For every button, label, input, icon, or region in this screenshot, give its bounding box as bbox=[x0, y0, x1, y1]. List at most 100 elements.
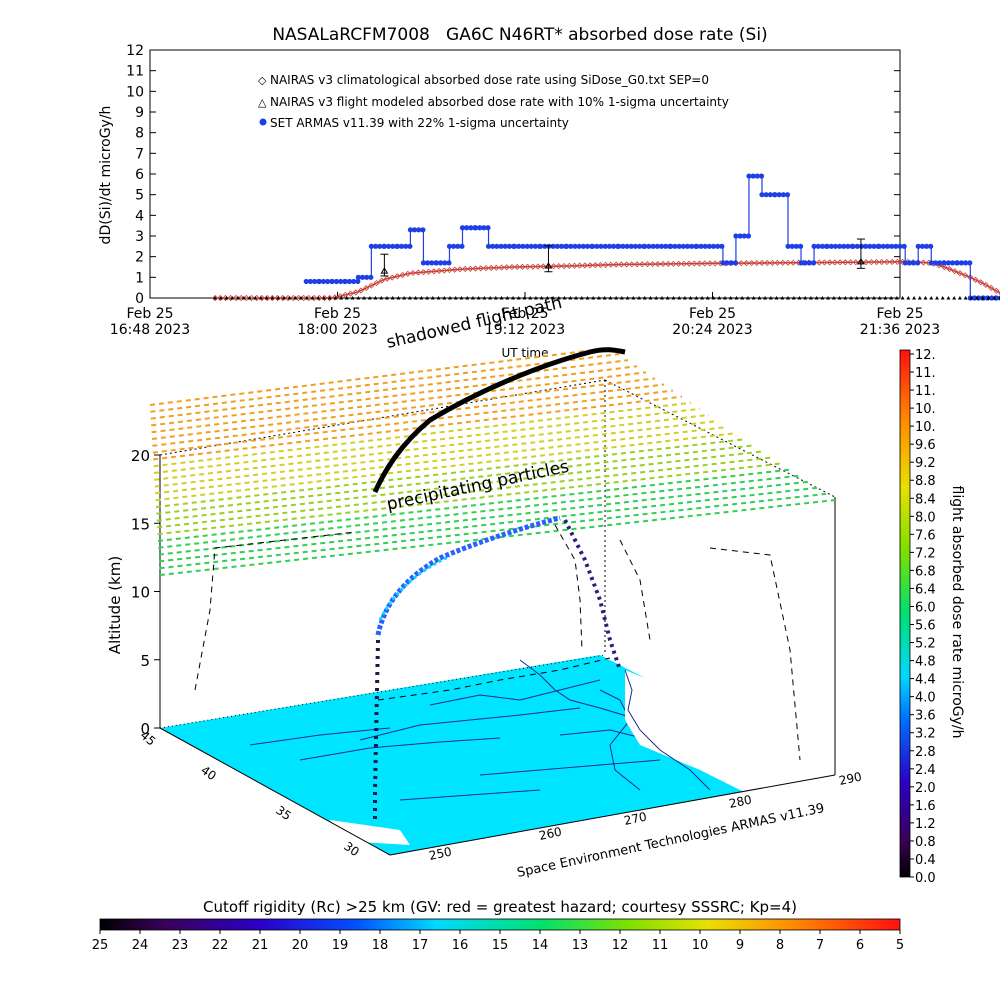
baseline-point bbox=[975, 296, 980, 300]
baseline-point bbox=[339, 296, 344, 300]
nairas-point bbox=[347, 290, 354, 297]
armas-point bbox=[863, 243, 869, 249]
series-armas bbox=[303, 173, 1000, 301]
y-tick-label: 9 bbox=[135, 105, 144, 121]
nairas-point bbox=[982, 281, 990, 289]
x-tick-date: Feb 25 bbox=[876, 306, 923, 322]
nairas-point bbox=[430, 268, 437, 275]
nairas-point bbox=[482, 265, 490, 272]
nairas-point bbox=[977, 279, 984, 286]
rigidity-tick-label: 23 bbox=[172, 938, 189, 953]
armas-point bbox=[498, 243, 504, 249]
nairas-point bbox=[988, 284, 995, 291]
baseline-point bbox=[281, 296, 286, 300]
nairas-point bbox=[394, 273, 401, 280]
baseline-point bbox=[218, 296, 223, 300]
dose-tick-label: 6.0 bbox=[915, 600, 936, 615]
baseline-point bbox=[258, 296, 263, 300]
baseline-point bbox=[803, 296, 808, 300]
nairas-point bbox=[597, 261, 604, 269]
dose-colorbar: 12. 11. 11. 10. 10. 9.6 9.2 8.8 8.4 8.0 7.6 7.2 6.8 6… bbox=[899, 348, 965, 886]
armas-point bbox=[438, 260, 444, 266]
nairas-point bbox=[488, 264, 495, 271]
nairas-point bbox=[493, 264, 500, 271]
baseline-point bbox=[849, 296, 854, 300]
baseline-point bbox=[574, 296, 579, 300]
armas-point bbox=[490, 243, 496, 249]
nairas-point bbox=[441, 267, 448, 274]
baseline-point bbox=[516, 296, 521, 300]
baseline-point bbox=[688, 296, 693, 300]
armas-point bbox=[694, 243, 700, 249]
nairas-point bbox=[962, 272, 969, 279]
baseline-point bbox=[356, 296, 361, 300]
nairas-point bbox=[680, 260, 687, 267]
dose-tick-label: 5.6 bbox=[915, 619, 936, 634]
nairas-point bbox=[456, 266, 463, 273]
armas-point bbox=[325, 278, 331, 285]
armas-point bbox=[710, 243, 717, 249]
nairas-point bbox=[399, 271, 406, 279]
armas-point bbox=[923, 243, 930, 249]
baseline-point bbox=[367, 296, 372, 300]
nairas-point bbox=[587, 262, 594, 269]
dose-tick-label: 4.8 bbox=[915, 655, 936, 670]
dose-surface-row bbox=[152, 389, 674, 454]
nairas-point bbox=[462, 265, 469, 273]
armas-point bbox=[398, 243, 405, 249]
nairas-point bbox=[212, 294, 219, 302]
east-coast bbox=[624, 669, 711, 791]
nairas-point bbox=[889, 258, 896, 266]
baseline-point bbox=[986, 296, 991, 300]
armas-point bbox=[468, 225, 474, 231]
altitude-tick-label: 15 bbox=[131, 515, 150, 533]
armas-point bbox=[850, 243, 856, 249]
armas-point bbox=[602, 243, 608, 249]
nairas-point bbox=[326, 294, 333, 302]
armas-point bbox=[564, 243, 570, 249]
nairas-point bbox=[868, 259, 875, 266]
baseline-point bbox=[957, 296, 962, 300]
baseline-point bbox=[213, 296, 218, 300]
nairas-point bbox=[321, 294, 328, 302]
armas-point bbox=[889, 243, 895, 249]
armas-point bbox=[720, 260, 726, 266]
armas-point bbox=[928, 260, 934, 266]
y-axis-label: dD(Si)/dt microGy/h bbox=[98, 106, 114, 245]
armas-point bbox=[381, 243, 387, 249]
armas-point bbox=[433, 260, 440, 266]
armas-point bbox=[668, 243, 674, 249]
armas-point bbox=[411, 227, 418, 233]
baseline-point bbox=[786, 296, 791, 300]
armas-point bbox=[902, 260, 908, 266]
dose-surface-row bbox=[151, 371, 647, 434]
armas-point bbox=[754, 173, 760, 179]
dose-tick-label: 9.2 bbox=[915, 456, 936, 471]
armas-point bbox=[915, 260, 921, 266]
nairas-point bbox=[519, 263, 526, 270]
dose-tick-label: 1.2 bbox=[915, 817, 936, 832]
longitude-tick-label: 270 bbox=[623, 809, 648, 827]
armas-point bbox=[798, 260, 804, 266]
longitude-tick-label: 290 bbox=[838, 769, 863, 787]
nairas-point bbox=[654, 260, 661, 268]
legend-label-flight: NAIRAS v3 flight modeled absorbed dose r… bbox=[270, 95, 729, 109]
armas-point bbox=[368, 243, 374, 249]
armas-point bbox=[954, 260, 960, 266]
baseline-point bbox=[952, 296, 957, 300]
nairas-point bbox=[477, 265, 484, 272]
armas-point bbox=[442, 260, 448, 266]
baseline-point bbox=[831, 296, 836, 300]
baseline-point bbox=[717, 296, 722, 300]
armas-point bbox=[620, 243, 626, 249]
dose-tick-label: 10. bbox=[915, 420, 936, 435]
baseline-point bbox=[791, 296, 796, 300]
dose-surface-row bbox=[158, 480, 809, 556]
armas-point bbox=[811, 243, 817, 249]
dose-tick-label: 2.8 bbox=[915, 745, 936, 760]
nairas-point bbox=[425, 268, 432, 275]
baseline-point bbox=[224, 296, 229, 300]
nairas-point bbox=[633, 261, 641, 268]
dose-tick-label: 1.6 bbox=[915, 799, 936, 814]
